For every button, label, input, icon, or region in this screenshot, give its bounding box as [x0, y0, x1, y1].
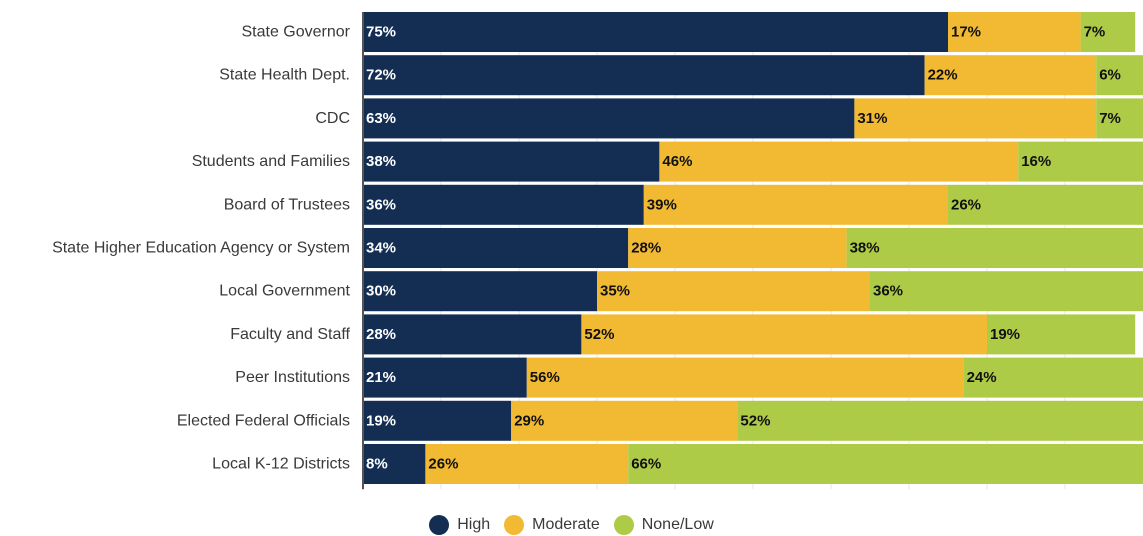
- bar-segment: [363, 55, 925, 96]
- data-label: 36%: [366, 196, 396, 213]
- bar-segment: [1018, 141, 1143, 182]
- category-label: Board of Trustees: [224, 196, 350, 213]
- bar-segment: [948, 184, 1143, 225]
- bar-segment: [363, 12, 948, 52]
- data-label: 26%: [428, 456, 458, 473]
- data-label: 22%: [928, 67, 958, 84]
- category-label: CDC: [315, 110, 350, 127]
- bar-segment: [363, 444, 426, 484]
- bar-segment: [854, 98, 1097, 139]
- data-label: 19%: [990, 326, 1020, 343]
- bar-segment: [924, 55, 1097, 96]
- bar-segment: [737, 400, 1143, 441]
- bar-segment: [363, 141, 660, 182]
- category-label: Local K-12 Districts: [212, 456, 350, 473]
- legend-swatch: [504, 515, 525, 535]
- data-label: 46%: [662, 153, 692, 170]
- data-label: 36%: [873, 283, 903, 300]
- data-label: 52%: [584, 326, 614, 343]
- legend-label: None/Low: [641, 516, 714, 533]
- bar-segment: [363, 98, 855, 139]
- legend-label: High: [457, 516, 491, 533]
- legend-item: High: [429, 515, 490, 535]
- data-label: 56%: [530, 369, 560, 386]
- bar-segment: [425, 444, 629, 484]
- data-label: 34%: [366, 240, 396, 257]
- bar-segment: [643, 184, 948, 225]
- stacked-bar-chart: State Governor State Health Dept. CDC Stude…: [52, 12, 1143, 490]
- data-label: 39%: [647, 196, 677, 213]
- bar-segment: [363, 400, 512, 441]
- category-label: Faculty and Staff: [230, 326, 350, 343]
- data-label: 19%: [366, 412, 396, 429]
- bar-segment: [363, 357, 527, 398]
- bar-segment: [963, 357, 1143, 398]
- data-label: 38%: [850, 240, 880, 257]
- legend-label: Moderate: [532, 516, 600, 533]
- data-label: 35%: [600, 283, 630, 300]
- data-label: 26%: [951, 196, 981, 213]
- data-label: 31%: [857, 110, 887, 127]
- data-label: 72%: [366, 67, 396, 84]
- bar-segment: [581, 314, 987, 355]
- data-label: 52%: [740, 412, 770, 429]
- data-label: 24%: [967, 369, 997, 386]
- category-label: State Governor: [242, 24, 351, 41]
- data-label: 63%: [366, 110, 396, 127]
- bar-segment: [1080, 12, 1136, 52]
- bar-segment: [1096, 55, 1143, 96]
- bar-segment: [363, 314, 582, 355]
- data-label: 28%: [631, 240, 661, 257]
- bar-segment: [597, 271, 870, 312]
- bar-segment: [846, 228, 1143, 268]
- data-label: 30%: [366, 283, 396, 300]
- bar-segment: [511, 400, 738, 441]
- legend-swatch: [613, 515, 634, 535]
- data-label: 75%: [366, 24, 396, 41]
- bar-segment: [363, 271, 597, 312]
- data-label: 8%: [366, 456, 388, 473]
- bar-segment: [363, 228, 629, 268]
- category-label: Students and Families: [192, 153, 350, 170]
- bar-segment: [870, 271, 1143, 312]
- legend-swatch: [429, 515, 450, 535]
- data-label: 29%: [514, 412, 544, 429]
- legend-item: None/Low: [613, 515, 714, 535]
- chart-legend: High Moderate None/Low: [0, 515, 1143, 535]
- bar-segment: [948, 12, 1081, 52]
- category-label: State Health Dept.: [219, 67, 350, 84]
- bar-segment: [526, 357, 964, 398]
- data-label: 28%: [366, 326, 396, 343]
- bar-segment: [659, 141, 1019, 182]
- category-label: Elected Federal Officials: [177, 412, 350, 429]
- data-label: 38%: [366, 153, 396, 170]
- category-label: Peer Institutions: [235, 369, 350, 386]
- category-label: State Higher Education Agency or System: [52, 240, 350, 257]
- bar-segment: [1096, 98, 1143, 139]
- data-label: 16%: [1021, 153, 1051, 170]
- bar-segment: [628, 228, 847, 268]
- data-label: 21%: [366, 369, 396, 386]
- bar-segment: [628, 444, 1143, 484]
- bar-segment: [363, 184, 644, 225]
- data-label: 7%: [1099, 110, 1121, 127]
- data-label: 6%: [1099, 67, 1121, 84]
- bar-segment: [987, 314, 1136, 355]
- data-label: 7%: [1084, 24, 1106, 41]
- data-label: 17%: [951, 24, 981, 41]
- data-label: 66%: [631, 456, 661, 473]
- category-label: Local Government: [219, 283, 350, 300]
- legend-item: Moderate: [504, 515, 600, 535]
